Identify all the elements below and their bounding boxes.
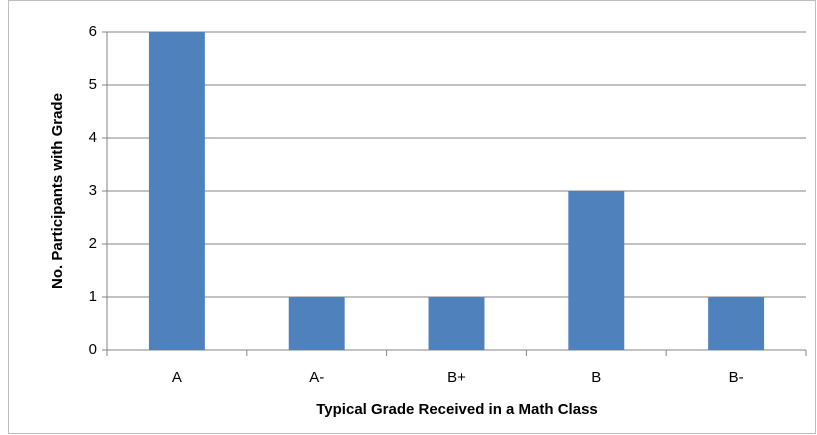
bar bbox=[708, 297, 765, 350]
bar bbox=[288, 297, 345, 350]
y-tick-label: 4 bbox=[89, 129, 97, 146]
y-tick-label: 2 bbox=[89, 235, 97, 252]
x-axis-title: Typical Grade Received in a Math Class bbox=[316, 401, 598, 418]
y-tick-label: 0 bbox=[89, 341, 97, 358]
bar bbox=[428, 297, 485, 350]
y-tick-label: 6 bbox=[89, 23, 97, 40]
bar bbox=[148, 32, 205, 350]
x-tick-label: B bbox=[591, 369, 601, 386]
x-tick-label: B- bbox=[729, 369, 744, 386]
y-tick-label: 3 bbox=[89, 182, 97, 199]
x-tick-label: A bbox=[172, 369, 182, 386]
y-axis-title: No. Participants with Grade bbox=[49, 93, 66, 289]
chart-frame bbox=[8, 0, 816, 434]
bar bbox=[568, 191, 625, 350]
y-tick-label: 1 bbox=[89, 288, 97, 305]
x-tick-label: A- bbox=[309, 369, 324, 386]
x-tick-label: B+ bbox=[447, 369, 466, 386]
y-tick-label: 5 bbox=[89, 76, 97, 93]
